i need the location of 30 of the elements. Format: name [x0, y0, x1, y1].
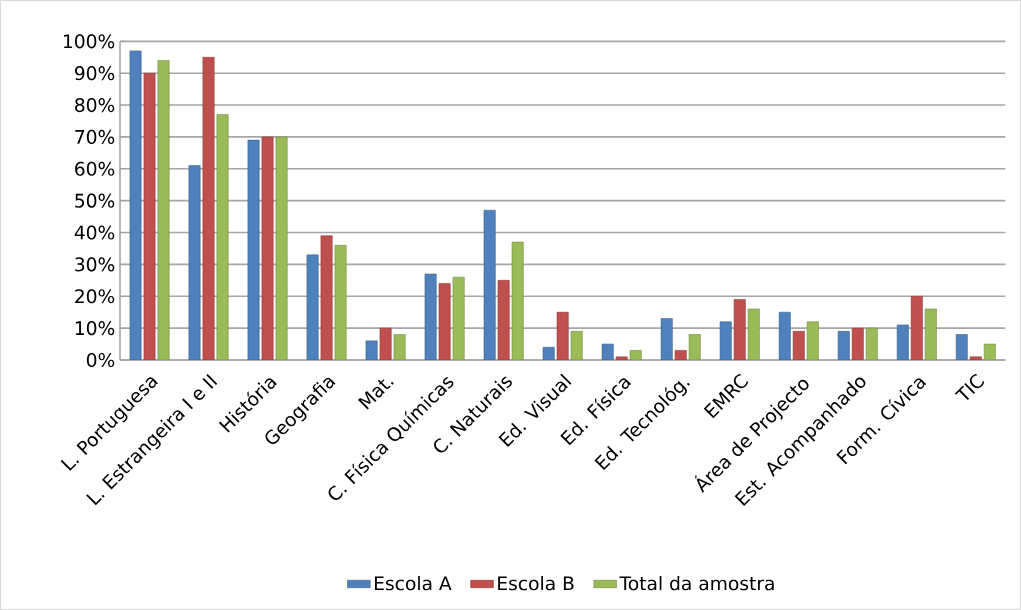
bar: [851, 327, 864, 360]
bar: [792, 331, 805, 360]
bar: [497, 280, 510, 360]
bar: [202, 56, 215, 360]
y-tick-label: 70%: [75, 129, 115, 144]
legend-label: Total da amostra: [619, 575, 774, 591]
bar: [379, 327, 392, 360]
legend-label: Escola A: [375, 575, 452, 591]
legend-label: Escola B: [498, 575, 574, 591]
y-tick-label: 80%: [75, 97, 115, 113]
y-tick-label: 30%: [75, 257, 115, 272]
y-tick-label: 100%: [63, 34, 115, 49]
bar: [320, 235, 333, 360]
bar: [438, 283, 451, 360]
y-tick-label: 60%: [75, 161, 115, 176]
bar: [733, 299, 746, 360]
y-tick-label: 0%: [86, 352, 115, 368]
bar: [556, 311, 569, 360]
bar: [615, 356, 628, 360]
bar: [969, 356, 982, 360]
x-tick-label: TIC: [954, 373, 985, 400]
y-tick-label: 50%: [75, 193, 115, 208]
bar: [261, 136, 274, 360]
bar: [143, 72, 156, 360]
y-tick-label: 10%: [75, 321, 115, 336]
bar: [910, 295, 923, 360]
bar: [674, 350, 687, 360]
y-tick-label: 20%: [75, 289, 115, 304]
y-tick-label: 90%: [74, 66, 115, 81]
y-tick-label: 40%: [74, 225, 115, 240]
